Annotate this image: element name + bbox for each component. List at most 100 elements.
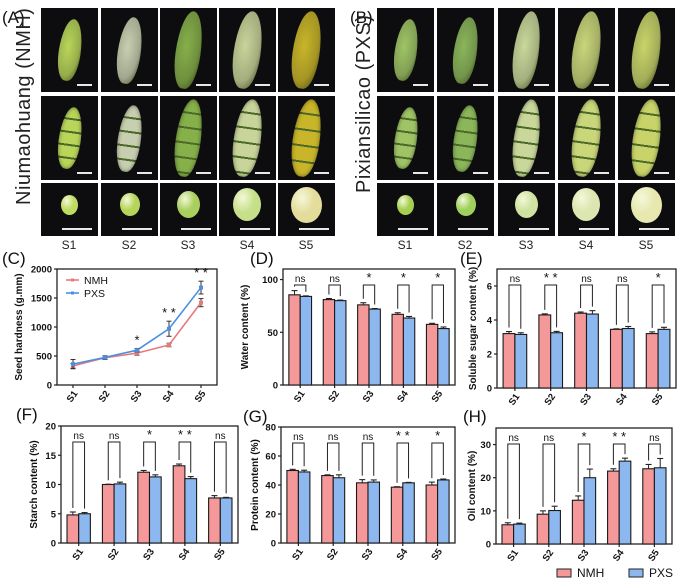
significance-mark: * *	[194, 265, 208, 280]
seed-image	[120, 193, 140, 216]
y-tick-label: 30	[480, 440, 491, 451]
scale-bar	[314, 84, 329, 86]
seed-image	[515, 191, 538, 218]
significance-mark: * *	[612, 429, 626, 444]
y-axis-label: Seed hardness (g.mm)	[14, 273, 25, 380]
significance-bracket	[651, 284, 665, 328]
y-tick-label: 6	[487, 282, 492, 293]
significance-bracket	[292, 442, 305, 467]
stage-label: S5	[298, 238, 314, 252]
bar-nmh	[391, 313, 404, 386]
x-tick-label: S1	[65, 388, 81, 404]
bar-pxs	[653, 467, 667, 545]
y-tick-label: 50	[267, 328, 278, 339]
stage-label: S3	[518, 238, 534, 252]
y-tick-label: 60	[265, 452, 276, 463]
significance-mark: ns	[215, 431, 226, 442]
photo-b-s1-row2	[377, 96, 434, 180]
bar-pxs	[585, 313, 599, 389]
significance-bracket	[397, 284, 410, 313]
seed-image	[572, 188, 601, 221]
scale-bar	[299, 228, 329, 230]
x-tick-label: S3	[360, 547, 376, 563]
scale-bar	[413, 172, 428, 174]
scale-bar	[196, 84, 211, 86]
scale-bar	[196, 172, 211, 174]
y-tick-label: 0	[271, 539, 276, 550]
seed-image	[177, 191, 200, 218]
panel-label: (C)	[2, 249, 26, 268]
bar-pxs	[219, 497, 233, 544]
y-tick-label: 10	[45, 480, 56, 491]
y-tick-label: 10	[480, 506, 491, 517]
photo-a-s1-row1	[41, 8, 98, 92]
scale-bar	[137, 172, 152, 174]
seed-image	[233, 188, 262, 221]
significance-mark: *	[435, 428, 440, 443]
x-tick-label: S5	[193, 388, 209, 404]
bar-pxs	[621, 327, 635, 389]
significance-bracket	[178, 441, 192, 473]
photo-b-s1-row3	[377, 183, 434, 236]
scale-bar	[413, 84, 428, 86]
significance-mark: ns	[363, 432, 374, 443]
bar-nmh	[645, 333, 659, 389]
x-tick-label: S5	[212, 546, 228, 562]
y-axis-label: Starch content (%)	[29, 440, 40, 528]
seed-image	[397, 195, 414, 215]
bar-pxs	[148, 476, 162, 544]
x-tick-label: S3	[578, 392, 594, 408]
significance-bracket	[507, 443, 520, 520]
x-tick-label: S1	[505, 547, 521, 563]
photo-b-s3-row1	[498, 8, 555, 92]
significance-bracket	[362, 284, 376, 305]
y-tick-label: 1500	[31, 294, 52, 305]
significance-mark: ns	[508, 433, 519, 444]
significance-bracket	[294, 284, 307, 292]
bar-nmh	[607, 470, 620, 545]
significance-bracket	[542, 443, 556, 507]
bar-nmh	[137, 471, 151, 544]
bar-nmh	[574, 312, 588, 389]
bar-pxs	[514, 333, 528, 389]
scale-bar	[594, 172, 609, 174]
photo-a-s2-row1	[101, 8, 158, 92]
significance-mark: ns	[295, 274, 306, 285]
y-tick-label: 20	[265, 510, 276, 521]
scale-bar	[594, 84, 609, 86]
legend-label: PXS	[84, 288, 105, 300]
bar-pxs	[402, 482, 415, 544]
y-tick-label: 20	[480, 473, 491, 484]
point-pxs	[167, 326, 171, 331]
photo-a-s5-row3	[278, 183, 335, 236]
photo-a-s4-row1	[219, 8, 276, 92]
photo-a-s1-row2	[41, 96, 98, 180]
chart-e: (E) 0 2 4 6 Soluble sugar content (%) S1 S2 S3 S4…	[460, 249, 677, 408]
y-tick-label: 0	[487, 384, 492, 395]
scale-bar	[255, 84, 270, 86]
bar-pxs	[437, 328, 450, 386]
significance-bracket	[612, 443, 626, 465]
significance-mark: ns	[73, 431, 84, 442]
stage-label: S5	[638, 238, 654, 252]
point-nmh	[199, 300, 203, 305]
significance-bracket	[544, 284, 558, 328]
photo-b-s5-row3	[618, 183, 675, 236]
y-tick-label: 20	[45, 422, 56, 433]
bar-pxs	[334, 300, 347, 386]
point-pxs	[103, 355, 107, 360]
y-tick-label: 0	[47, 381, 52, 392]
x-tick-label: S1	[507, 391, 523, 407]
significance-mark: *	[581, 429, 586, 444]
bar-nmh	[425, 484, 439, 544]
stage-label: S3	[180, 238, 196, 252]
point-nmh	[135, 351, 139, 356]
y-tick-label: 4	[487, 316, 493, 327]
scale-bar	[534, 84, 549, 86]
x-tick-label: S5	[429, 546, 445, 562]
legend-swatch-nmh	[556, 568, 572, 578]
significance-bracket	[213, 441, 227, 494]
bar-nmh	[501, 524, 515, 545]
scale-bar	[240, 228, 270, 230]
bar-pxs	[299, 295, 313, 386]
